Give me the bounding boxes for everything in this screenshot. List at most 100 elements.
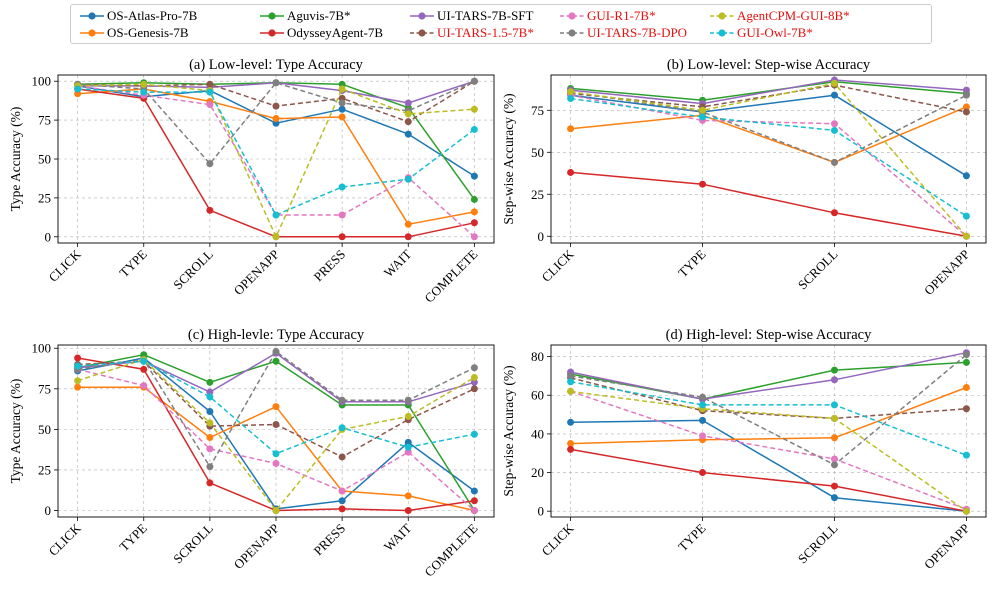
x-tick-label: TYPE [116,246,150,280]
data-point [404,220,412,228]
x-tick-label: COMPLETE [421,520,480,579]
data-point [206,101,214,109]
series-line [570,354,967,466]
y-tick-label: 0 [538,504,545,519]
data-point [140,365,148,373]
plot-frame [57,344,495,518]
data-point [470,77,478,85]
y-tick-label: 0 [45,229,52,244]
data-point [470,378,478,386]
chart-panel: 0 25 50 75 100 CLICK TYPE SCROLL OPENAPP PRESS WAI… [8,327,495,580]
data-point [962,172,970,180]
data-point [962,103,970,111]
legend-swatch [260,12,284,20]
data-point [272,403,280,411]
series-line [570,82,967,237]
data-point [206,378,214,386]
data-point [74,85,82,93]
data-point [338,233,346,241]
y-tick-label: 50 [531,145,544,160]
x-tick-label: WAIT [381,246,415,280]
data-point [962,232,970,240]
data-point [338,105,346,113]
data-point [962,91,970,99]
data-point [699,106,707,114]
legend-swatch [80,12,104,20]
series-line [570,377,967,420]
data-point [338,99,346,107]
data-point [830,91,838,99]
data-point [830,209,838,217]
legend-label: OdysseyAgent-7B [287,25,384,40]
data-point [830,158,838,166]
data-point [699,113,707,121]
series-line [570,171,967,238]
data-point [140,357,148,365]
data-point [830,494,838,502]
legend-label: OS-Genesis-7B [107,25,189,40]
data-point [272,357,280,365]
legend-swatch [560,29,584,37]
data-point [567,378,575,386]
data-point [338,424,346,432]
y-axis-label: Step-wise Accuracy (%) [501,93,516,224]
y-tick-label: 100 [32,341,52,356]
chart-title: (b) Low-level: Step-wise Accuracy [667,57,871,73]
data-point [272,459,280,467]
data-point [206,88,214,96]
y-tick-label: 25 [38,190,51,205]
series-line [570,361,967,400]
data-point [567,125,575,133]
data-point [567,440,575,448]
x-tick-label: PRESS [311,521,349,559]
data-point [338,183,346,191]
series-line [570,91,967,164]
data-point [140,351,148,359]
data-point [470,497,478,505]
y-tick-label: 0 [538,229,545,244]
data-point [699,401,707,409]
legend-label: UI-TARS-1.5-7B* [437,25,534,40]
plot-frame [57,74,495,244]
x-tick-label: COMPLETE [421,246,480,305]
data-point [338,396,346,404]
data-point [272,115,280,123]
x-tick-label: TYPE [116,520,150,554]
data-point [338,505,346,513]
data-point [567,95,575,103]
chart-panel: 0 20 40 60 80 CLICK TYPE SCROLL OPENAPP (d) High-… [501,327,987,572]
data-point [74,383,82,391]
data-point [206,80,214,88]
data-point [962,108,970,116]
legend-swatch [560,12,584,20]
data-point [140,88,148,96]
x-tick-label: TYPE [675,520,709,554]
series-line [570,386,967,445]
y-tick-label: 50 [38,152,51,167]
chart-panel: 0 25 50 75 CLICK TYPE SCROLL OPENAPP (b) Low-lev… [501,57,987,298]
y-axis-label: Type Accuracy (%) [8,107,23,212]
data-point [206,419,214,427]
x-tick-label: OPENAPP [921,247,972,298]
data-point [404,438,412,446]
data-point [338,211,346,219]
series-line [570,448,967,512]
legend-label: GUI-R1-7B* [587,8,656,23]
data-point [830,434,838,442]
legend-swatch [410,29,434,37]
data-point [272,79,280,87]
data-point [404,396,412,404]
y-tick-label: 75 [38,113,51,128]
data-point [962,451,970,459]
y-tick-label: 25 [531,187,544,202]
series-line [570,351,967,400]
data-point [470,105,478,113]
y-axis-label: Type Accuracy (%) [8,379,23,484]
legend-label: UI-TARS-7B-DPO [587,25,688,40]
data-point [74,377,82,385]
y-tick-label: 50 [38,422,51,437]
chart-title: (a) Low-level: Type Accuracy [189,57,364,73]
data-point [962,507,970,515]
series-line [570,97,967,217]
